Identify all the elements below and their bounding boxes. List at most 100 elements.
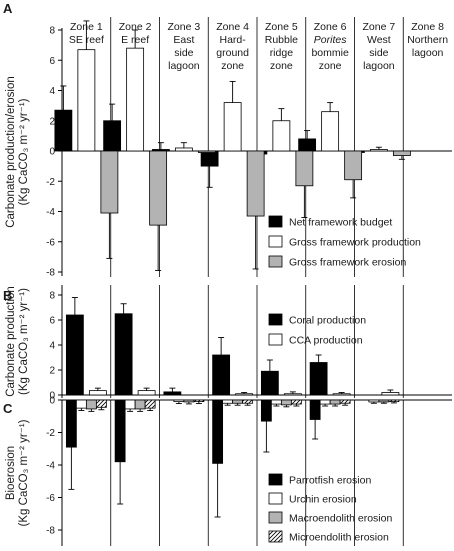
zone-header-line: zone	[319, 60, 342, 72]
y-axis-label-line: (Kg CaCO₃ m⁻² yr⁻¹)	[18, 288, 30, 395]
y-tick-label: -4	[46, 207, 55, 218]
y-tick-label: 0	[49, 147, 55, 158]
bar-a	[149, 150, 168, 226]
zone-header-line: Porites	[314, 34, 347, 46]
bar-c	[232, 399, 244, 404]
bar-c	[368, 399, 380, 403]
zone-header-line: Zone 1	[70, 21, 103, 33]
legend-label: Gross framework production	[289, 237, 421, 249]
zone-header-line: ground	[216, 47, 249, 59]
legend-label: Urchin erosion	[289, 494, 357, 506]
y-tick-label: 6	[49, 316, 55, 327]
bar-b	[163, 391, 182, 396]
y-tick-label: -6	[46, 237, 55, 248]
bar-c	[75, 399, 87, 409]
bar-a	[246, 150, 265, 217]
y-tick-label: -8	[46, 268, 55, 279]
panel-letter: A	[3, 1, 13, 16]
zone-header-line: side	[369, 47, 388, 59]
bar-c	[65, 399, 77, 448]
y-tick-label: 4	[49, 341, 55, 352]
bar-a	[174, 147, 193, 152]
zone-header-line: Zone 6	[314, 21, 347, 33]
zone-header-line: Zone 3	[168, 21, 201, 33]
zone-header: Zone 1SE reef	[69, 21, 104, 46]
bar-b	[212, 354, 231, 396]
y-tick-label: 0	[49, 396, 55, 407]
bar-c	[222, 399, 234, 404]
bar-c	[329, 399, 341, 405]
bar-a	[321, 111, 340, 152]
bar-c	[319, 399, 331, 405]
y-tick-label: -6	[46, 493, 55, 504]
panel-c: C -8 -6 -4 -2 0 Bioerosion (Kg CaCO₃ m⁻² yr⁻¹) P…	[3, 396, 452, 546]
bar-b	[88, 390, 107, 396]
bar-c	[95, 399, 107, 408]
y-axis-label: Carbonate production/erosion (Kg CaCO₃ m⁻…	[5, 76, 30, 228]
legend-swatch	[268, 235, 283, 248]
y-axis-label-line: Bioerosion	[5, 446, 17, 500]
bar-a	[223, 102, 242, 152]
zone-header-line: side	[174, 47, 193, 59]
y-tick-label: 8	[49, 291, 55, 302]
bar-c	[270, 399, 282, 405]
bar-c	[114, 399, 126, 463]
bar-c	[193, 399, 205, 403]
legend-label: Microendolith erosion	[289, 532, 389, 544]
bar-a	[77, 49, 96, 152]
y-tick-label: 0	[49, 391, 55, 402]
bar-b	[309, 362, 328, 396]
y-axis-label: Bioerosion (Kg CaCO₃ m⁻² yr⁻¹)	[5, 419, 30, 526]
zone-header-line: Hard-	[219, 34, 246, 46]
y-tick-label: 2	[49, 116, 55, 127]
zone-header-line: Zone 7	[363, 21, 396, 33]
legend-swatch	[268, 255, 283, 268]
legend-swatch	[268, 313, 283, 326]
panel-letter: C	[3, 401, 13, 416]
bar-a	[54, 109, 73, 152]
zone-header-line: zone	[270, 60, 293, 72]
bar-c	[280, 399, 292, 406]
legend-label: Macroendolith erosion	[289, 513, 392, 525]
bar-c	[388, 399, 400, 403]
y-tick-label: 2	[49, 366, 55, 377]
y-tick-label: -2	[46, 428, 55, 439]
y-tick-label: 6	[49, 56, 55, 67]
zone-header-line: bommie	[311, 47, 349, 59]
bar-c	[339, 399, 351, 404]
y-tick-label: -8	[46, 526, 55, 537]
zone-header-line: SE reef	[69, 34, 104, 46]
bar-a	[200, 150, 219, 167]
y-tick-label: 8	[49, 26, 55, 37]
zone-header-line: lagoon	[412, 47, 444, 59]
zone-header-line: West	[367, 34, 391, 46]
bar-c	[378, 399, 390, 403]
bar-c	[173, 399, 185, 403]
bar-b	[137, 390, 156, 396]
legend-swatch	[268, 333, 283, 346]
y-axis-label-line: Carbonate production	[5, 286, 17, 397]
bar-c	[85, 399, 97, 410]
legend-label: Net framework budget	[289, 217, 392, 229]
zone-header-line: lagoon	[363, 60, 395, 72]
legend-swatch	[268, 511, 283, 524]
y-tick-label: -4	[46, 461, 55, 472]
bar-c	[242, 399, 254, 404]
bar-c	[290, 399, 302, 405]
legend-label: Parrotfish erosion	[289, 475, 371, 487]
bar-a	[197, 150, 216, 153]
legend-swatch	[268, 473, 283, 486]
bar-b	[114, 313, 133, 396]
panel-a: A -8 -6 -4 -2 0 2 4 6 8 Carbonate production/erosi…	[3, 1, 452, 279]
legend-swatch	[268, 530, 283, 543]
y-axis-label: Carbonate production (Kg CaCO₃ m⁻² yr⁻¹)	[5, 286, 30, 397]
bar-b	[332, 393, 351, 396]
panel-letter: B	[3, 288, 12, 303]
